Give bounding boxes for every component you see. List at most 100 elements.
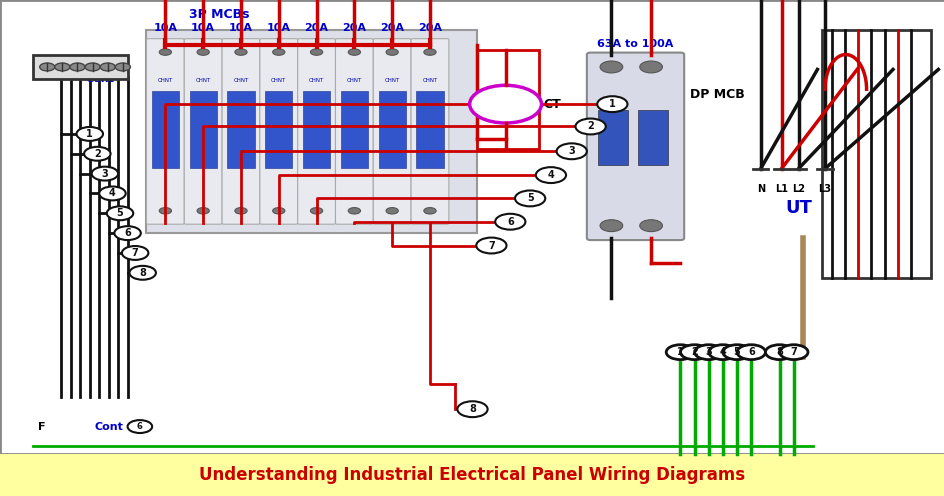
Bar: [152, 91, 178, 168]
Text: 20A: 20A: [379, 23, 404, 33]
Text: 6: 6: [747, 347, 754, 357]
Bar: [190, 91, 216, 168]
Text: 8: 8: [139, 268, 146, 278]
Bar: [341, 91, 367, 168]
Circle shape: [386, 49, 397, 55]
Circle shape: [535, 167, 565, 183]
Circle shape: [457, 401, 487, 417]
Text: CHNT: CHNT: [271, 77, 286, 82]
Text: DP MCB: DP MCB: [689, 88, 744, 101]
Text: CT: CT: [543, 98, 561, 111]
Circle shape: [597, 96, 627, 112]
Text: 10A: 10A: [228, 23, 253, 33]
Circle shape: [348, 49, 360, 55]
Text: CHNT: CHNT: [195, 77, 211, 82]
Circle shape: [556, 143, 586, 159]
Text: 1: 1: [86, 129, 93, 139]
Text: 6: 6: [137, 422, 143, 431]
Circle shape: [599, 61, 622, 73]
Text: 5: 5: [116, 208, 124, 218]
Bar: [146, 30, 477, 233]
Text: CHNT: CHNT: [158, 77, 173, 82]
Circle shape: [235, 208, 246, 214]
Circle shape: [55, 63, 70, 71]
Text: 5: 5: [733, 347, 740, 357]
Text: 3: 3: [704, 347, 712, 357]
Circle shape: [708, 345, 736, 360]
Circle shape: [127, 420, 152, 433]
Circle shape: [639, 61, 662, 73]
Bar: [598, 110, 628, 165]
Circle shape: [476, 238, 506, 253]
Text: 3: 3: [101, 169, 109, 179]
Text: 3P MCBs: 3P MCBs: [189, 8, 249, 21]
Text: 20A: 20A: [304, 23, 329, 33]
Text: CHNT: CHNT: [309, 77, 324, 82]
FancyBboxPatch shape: [586, 53, 683, 240]
Text: 10A: 10A: [191, 23, 215, 33]
Circle shape: [680, 345, 708, 360]
Circle shape: [70, 63, 85, 71]
Circle shape: [197, 49, 209, 55]
Text: 10A: 10A: [153, 23, 177, 33]
Circle shape: [85, 63, 100, 71]
Text: 1: 1: [676, 347, 683, 357]
Circle shape: [76, 127, 103, 141]
Circle shape: [599, 220, 622, 232]
Circle shape: [514, 190, 545, 206]
Bar: [821, 30, 930, 278]
Text: 4: 4: [109, 188, 116, 198]
Bar: [265, 91, 292, 168]
Text: UT: UT: [784, 199, 811, 217]
Text: 8: 8: [468, 404, 476, 414]
Text: F: F: [38, 422, 45, 432]
FancyBboxPatch shape: [184, 39, 222, 224]
Text: 20A: 20A: [342, 23, 366, 33]
FancyBboxPatch shape: [222, 39, 260, 224]
Bar: [477, 50, 538, 149]
Text: CHNT: CHNT: [233, 77, 248, 82]
Text: 2: 2: [586, 122, 594, 131]
Circle shape: [424, 208, 435, 214]
FancyBboxPatch shape: [411, 39, 448, 224]
Circle shape: [273, 208, 284, 214]
Circle shape: [736, 345, 765, 360]
Text: 6: 6: [506, 217, 514, 227]
Circle shape: [273, 49, 284, 55]
Text: N: N: [756, 184, 764, 193]
Text: 7: 7: [131, 248, 139, 258]
Circle shape: [115, 63, 130, 71]
FancyBboxPatch shape: [335, 39, 373, 224]
Bar: [637, 110, 667, 165]
Text: 20A: 20A: [417, 23, 442, 33]
Circle shape: [99, 186, 126, 200]
Text: 4: 4: [547, 170, 554, 180]
Circle shape: [160, 49, 171, 55]
Circle shape: [100, 63, 115, 71]
Text: CHNT: CHNT: [384, 77, 399, 82]
Circle shape: [639, 220, 662, 232]
Circle shape: [348, 208, 360, 214]
Text: L3: L3: [818, 184, 831, 193]
Circle shape: [122, 246, 148, 260]
Bar: [379, 91, 405, 168]
Bar: [303, 91, 329, 168]
Circle shape: [40, 63, 55, 71]
Circle shape: [722, 345, 750, 360]
Text: 63A to 100A: 63A to 100A: [597, 39, 673, 49]
Circle shape: [311, 208, 322, 214]
Circle shape: [197, 208, 209, 214]
Text: 10A: 10A: [266, 23, 291, 33]
Text: 3: 3: [567, 146, 575, 156]
FancyBboxPatch shape: [146, 39, 184, 224]
Circle shape: [386, 208, 397, 214]
Circle shape: [235, 49, 246, 55]
Circle shape: [311, 49, 322, 55]
Text: CHNT: CHNT: [422, 77, 437, 82]
Circle shape: [575, 119, 605, 134]
Bar: [0, 454, 944, 496]
Circle shape: [469, 85, 541, 123]
Circle shape: [84, 147, 110, 161]
Text: 4: 4: [718, 347, 726, 357]
Bar: [33, 55, 127, 79]
